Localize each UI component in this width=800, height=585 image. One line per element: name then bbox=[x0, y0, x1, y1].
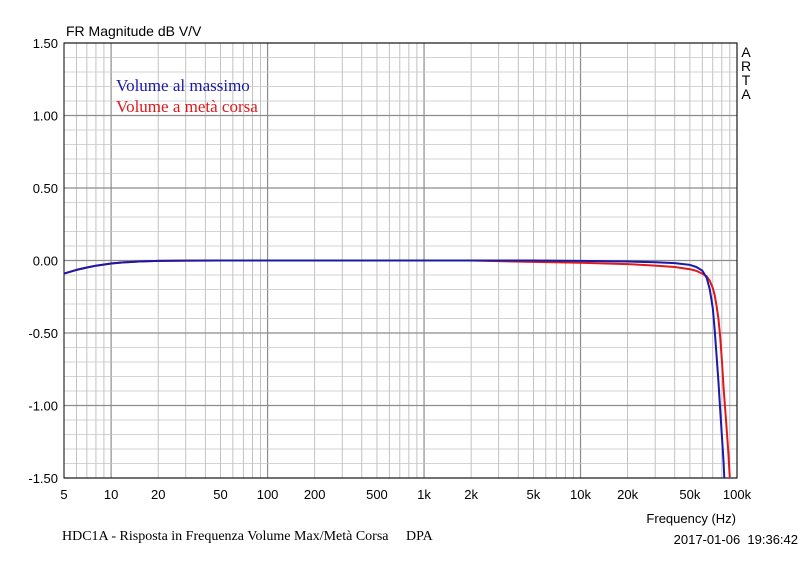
x-tick-label: 50k bbox=[679, 487, 700, 502]
y-tick-label: -1.50 bbox=[28, 471, 58, 486]
x-axis-label: Frequency (Hz) bbox=[646, 511, 736, 526]
x-tick-label: 20 bbox=[151, 487, 165, 502]
x-tick-label: 500 bbox=[366, 487, 388, 502]
chart-title: FR Magnitude dB V/V bbox=[66, 23, 202, 39]
x-tick-label: 100k bbox=[723, 487, 752, 502]
x-tick-label: 10 bbox=[104, 487, 118, 502]
y-tick-label: 1.00 bbox=[33, 109, 58, 124]
tick-labels: 1.50 1.00 0.50 0.00 -0.50 -1.00 -1.505 10 20 50 10… bbox=[28, 36, 751, 502]
side-mark-letter: A bbox=[741, 44, 751, 60]
series-layer bbox=[63, 259, 731, 479]
footer-caption: HDC1A - Risposta in Frequenza Volume Max… bbox=[62, 529, 434, 544]
y-tick-label: 0.50 bbox=[33, 181, 58, 196]
footer-timestamp: 2017-01-06 19:36:42 bbox=[674, 532, 798, 547]
series-line-max-volume bbox=[63, 259, 726, 479]
legend: Volume al massimo Volume a metà corsa bbox=[116, 76, 258, 116]
x-tick-label: 5k bbox=[527, 487, 541, 502]
x-tick-label: 5 bbox=[60, 487, 67, 502]
side-mark: A R T A bbox=[741, 44, 751, 102]
x-tick-label: 10k bbox=[570, 487, 591, 502]
x-tick-label: 20k bbox=[617, 487, 638, 502]
x-tick-label: 1k bbox=[417, 487, 431, 502]
y-tick-label: 0.00 bbox=[33, 254, 58, 269]
x-tick-label: 2k bbox=[464, 487, 478, 502]
legend-entry-max-volume: Volume al massimo bbox=[116, 76, 250, 95]
plot-frame bbox=[63, 42, 738, 479]
x-tick-label: 100 bbox=[257, 487, 279, 502]
side-mark-letter: R bbox=[741, 58, 751, 74]
x-tick-label: 50 bbox=[213, 487, 227, 502]
legend-entry-half-volume: Volume a metà corsa bbox=[116, 97, 258, 116]
side-mark-letter: A bbox=[741, 86, 751, 102]
y-tick-label: -0.50 bbox=[28, 326, 58, 341]
side-mark-letter: T bbox=[742, 72, 751, 88]
y-tick-label: 1.50 bbox=[33, 36, 58, 51]
series-line-half-volume bbox=[63, 259, 731, 479]
y-tick-label: -1.00 bbox=[28, 399, 58, 414]
x-tick-label: 200 bbox=[304, 487, 326, 502]
